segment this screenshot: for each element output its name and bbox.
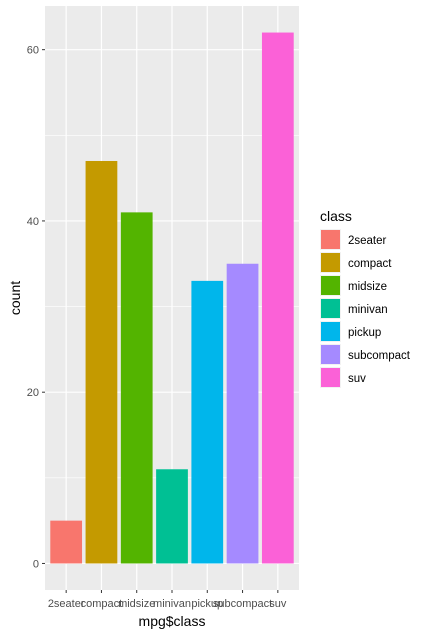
bar-suv [261, 32, 294, 564]
y-tick-label: 20 [27, 387, 39, 399]
x-tick-label: midsize [118, 598, 155, 610]
y-tick-label: 40 [27, 216, 39, 228]
bar-subcompact [226, 263, 259, 564]
x-tick-label: suv [269, 598, 287, 610]
x-tick-label: subcompact [213, 598, 272, 610]
legend-label: midsize [348, 281, 387, 293]
x-tick-label: compact [81, 598, 123, 610]
y-axis-title: count [7, 281, 23, 315]
legend-swatch-subcompact [321, 345, 340, 364]
bar-midsize [120, 212, 153, 564]
legend-swatch-pickup [321, 322, 340, 341]
bar-compact [85, 160, 118, 564]
bars [50, 32, 294, 564]
y-tick-label: 0 [33, 558, 39, 570]
legend-swatch-suv [321, 368, 340, 387]
legend: class 2seater compact midsize minivan pickup… [320, 208, 411, 388]
legend-title: class [320, 208, 352, 224]
legend-swatch-2seater [321, 230, 340, 249]
x-tick-label: pickup [191, 598, 223, 610]
bar-2seater [50, 520, 83, 564]
legend-label: compact [348, 258, 392, 270]
legend-items: 2seater compact midsize minivan pickup subcom… [320, 229, 411, 388]
x-tick-label: minivan [153, 598, 191, 610]
x-tick-label: 2seater [48, 598, 85, 610]
y-axis: 0 20 40 60 [27, 45, 45, 570]
bar-minivan [156, 469, 188, 564]
legend-label: pickup [348, 327, 381, 339]
legend-label: 2seater [348, 235, 387, 247]
legend-swatch-midsize [321, 276, 340, 295]
legend-label: minivan [348, 304, 388, 316]
legend-label: suv [348, 373, 366, 385]
y-tick-label: 60 [27, 45, 39, 57]
legend-swatch-minivan [321, 299, 340, 318]
bar-pickup [191, 280, 224, 564]
legend-label: subcompact [348, 350, 411, 362]
legend-swatch-compact [321, 253, 340, 272]
x-axis-title: mpg$class [139, 613, 206, 629]
